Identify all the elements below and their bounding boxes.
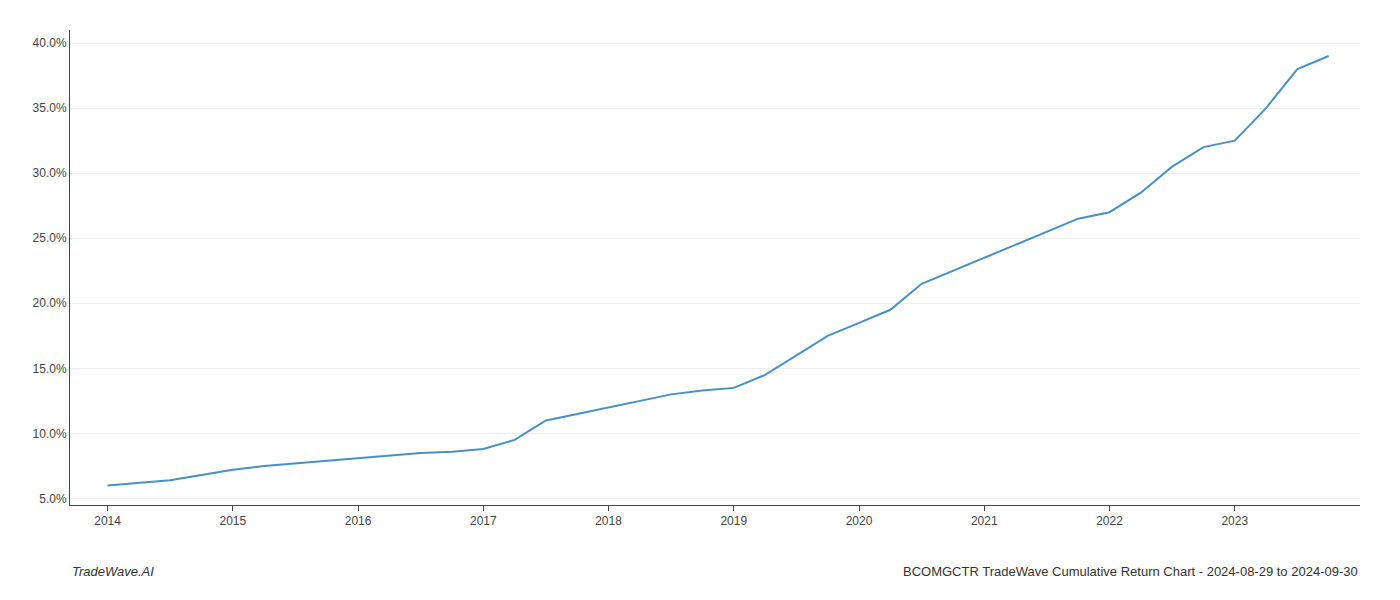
svg-text:2022: 2022 xyxy=(1096,514,1123,528)
svg-text:2023: 2023 xyxy=(1221,514,1248,528)
svg-text:2021: 2021 xyxy=(971,514,998,528)
svg-text:10.0%: 10.0% xyxy=(33,427,67,441)
svg-text:TradeWave.AI: TradeWave.AI xyxy=(72,564,154,579)
svg-text:2017: 2017 xyxy=(470,514,497,528)
svg-text:25.0%: 25.0% xyxy=(33,231,67,245)
svg-text:2019: 2019 xyxy=(720,514,747,528)
svg-text:30.0%: 30.0% xyxy=(33,166,67,180)
svg-text:20.0%: 20.0% xyxy=(33,296,67,310)
svg-text:2020: 2020 xyxy=(846,514,873,528)
svg-text:2018: 2018 xyxy=(595,514,622,528)
svg-text:2014: 2014 xyxy=(94,514,121,528)
svg-text:15.0%: 15.0% xyxy=(33,362,67,376)
svg-text:2015: 2015 xyxy=(219,514,246,528)
svg-text:35.0%: 35.0% xyxy=(33,101,67,115)
svg-text:40.0%: 40.0% xyxy=(33,36,67,50)
svg-text:2016: 2016 xyxy=(345,514,372,528)
svg-text:BCOMGCTR TradeWave Cumulative: BCOMGCTR TradeWave Cumulative Return Cha… xyxy=(903,564,1358,579)
svg-text:5.0%: 5.0% xyxy=(39,492,67,506)
